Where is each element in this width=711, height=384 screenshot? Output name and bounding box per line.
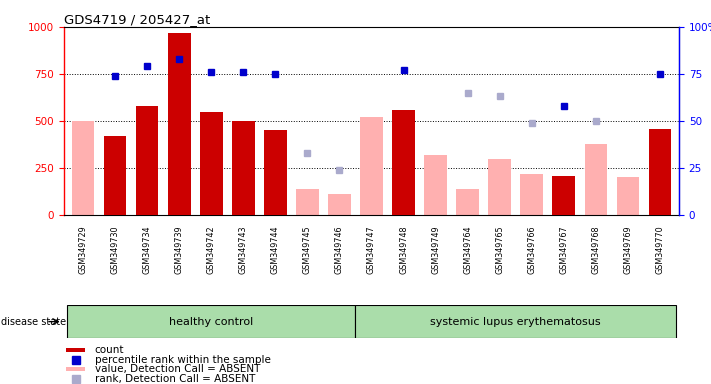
Text: systemic lupus erythematosus: systemic lupus erythematosus <box>430 316 601 327</box>
Bar <box>328 194 351 215</box>
Bar <box>648 129 671 215</box>
Text: GSM349747: GSM349747 <box>367 226 376 274</box>
Text: GSM349768: GSM349768 <box>592 226 600 274</box>
Text: GSM349766: GSM349766 <box>527 226 536 274</box>
Bar <box>264 131 287 215</box>
Text: GSM349734: GSM349734 <box>143 226 151 274</box>
Bar <box>488 159 510 215</box>
Text: value, Detection Call = ABSENT: value, Detection Call = ABSENT <box>95 364 260 374</box>
Bar <box>104 136 127 215</box>
Text: count: count <box>95 345 124 355</box>
Bar <box>68 305 356 338</box>
Bar <box>616 177 639 215</box>
Text: GSM349746: GSM349746 <box>335 226 344 274</box>
Text: GSM349739: GSM349739 <box>175 226 184 274</box>
Text: percentile rank within the sample: percentile rank within the sample <box>95 354 271 364</box>
Text: GSM349748: GSM349748 <box>399 226 408 274</box>
Bar <box>392 110 415 215</box>
Text: GSM349749: GSM349749 <box>431 226 440 274</box>
Bar <box>356 305 675 338</box>
Bar <box>67 348 85 353</box>
Bar <box>424 155 447 215</box>
Text: GSM349730: GSM349730 <box>111 226 119 274</box>
Text: healthy control: healthy control <box>169 316 253 327</box>
Text: GSM349745: GSM349745 <box>303 226 312 274</box>
Bar <box>456 189 479 215</box>
Text: GSM349770: GSM349770 <box>656 226 664 274</box>
Text: GSM349729: GSM349729 <box>79 226 87 275</box>
Bar <box>296 189 319 215</box>
Bar <box>168 33 191 215</box>
Bar <box>136 106 159 215</box>
Bar <box>552 175 575 215</box>
Text: GSM349743: GSM349743 <box>239 226 248 274</box>
Text: GSM349765: GSM349765 <box>495 226 504 274</box>
Bar <box>72 121 95 215</box>
Bar <box>200 112 223 215</box>
Bar <box>584 144 607 215</box>
Bar <box>520 174 543 215</box>
Text: GSM349767: GSM349767 <box>559 226 568 274</box>
Text: disease state: disease state <box>1 316 65 327</box>
Bar <box>232 121 255 215</box>
Bar <box>67 367 85 371</box>
Text: GSM349764: GSM349764 <box>463 226 472 274</box>
Text: GSM349769: GSM349769 <box>624 226 632 274</box>
Text: GSM349744: GSM349744 <box>271 226 280 274</box>
Text: GDS4719 / 205427_at: GDS4719 / 205427_at <box>64 13 210 26</box>
Text: rank, Detection Call = ABSENT: rank, Detection Call = ABSENT <box>95 374 255 384</box>
Text: GSM349742: GSM349742 <box>207 226 216 274</box>
Bar <box>360 117 383 215</box>
